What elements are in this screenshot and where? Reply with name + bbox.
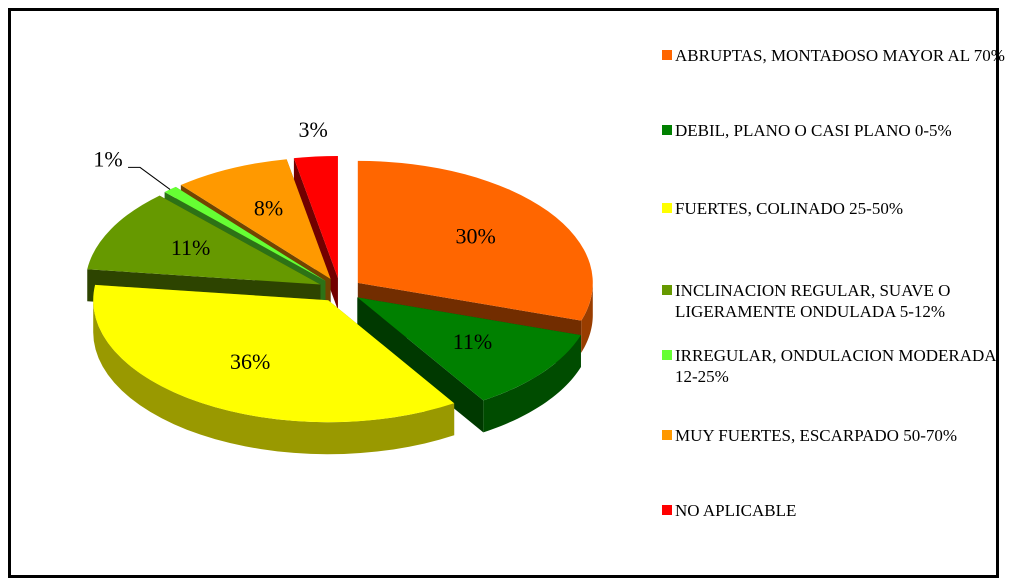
- legend-item: INCLINACION REGULAR, SUAVE O LIGERAMENTE…: [662, 280, 1005, 322]
- legend-label: INCLINACION REGULAR, SUAVE O LIGERAMENTE…: [675, 281, 951, 321]
- data-label: 1%: [93, 146, 122, 171]
- data-label: 36%: [230, 349, 270, 374]
- slice-side: [357, 297, 484, 433]
- legend-item: DEBIL, PLANO O CASI PLANO 0-5%: [662, 120, 1005, 141]
- slice-top: [293, 155, 338, 278]
- slice-wall: [581, 282, 593, 353]
- slice-top: [357, 297, 581, 401]
- legend-label: MUY FUERTES, ESCARPADO 50-70%: [675, 426, 958, 445]
- legend-item: MUY FUERTES, ESCARPADO 50-70%: [662, 425, 1005, 446]
- legend-swatch: [662, 285, 672, 295]
- legend-item: FUERTES, COLINADO 25-50%: [662, 198, 1005, 219]
- data-label: 11%: [171, 235, 211, 260]
- chart-frame: [8, 8, 999, 578]
- slice-wall: [483, 335, 581, 433]
- slice-top: [357, 160, 593, 321]
- slice: [357, 297, 581, 433]
- slice-top: [87, 195, 321, 285]
- data-label: 8%: [254, 196, 283, 221]
- slice-top: [180, 159, 331, 280]
- legend-label: NO APLICABLE: [675, 501, 797, 520]
- legend-label: IRREGULAR, ONDULACION MODERADA 12-25%: [675, 346, 996, 386]
- legend-swatch: [662, 350, 672, 360]
- data-label: 11%: [453, 329, 493, 354]
- legend-label: ABRUPTAS, MONTAĐOSO MAYOR AL 70%: [675, 46, 1005, 65]
- data-label: 30%: [456, 223, 496, 248]
- slice: [93, 284, 455, 455]
- slice-wall: [93, 300, 455, 455]
- legend-item: IRREGULAR, ONDULACION MODERADA 12-25%: [662, 345, 1005, 387]
- legend-swatch: [662, 505, 672, 515]
- legend-swatch: [662, 50, 672, 60]
- legend-swatch: [662, 203, 672, 213]
- legend-item: NO APLICABLE: [662, 500, 1005, 521]
- data-label: 3%: [298, 117, 327, 142]
- slice-top: [164, 186, 326, 281]
- leader-line: [128, 166, 171, 190]
- legend-item: ABRUPTAS, MONTAĐOSO MAYOR AL 70%: [662, 45, 1005, 66]
- legend-swatch: [662, 430, 672, 440]
- slice-top: [93, 284, 455, 423]
- legend-label: FUERTES, COLINADO 25-50%: [675, 199, 903, 218]
- legend-label: DEBIL, PLANO O CASI PLANO 0-5%: [675, 121, 952, 140]
- legend-swatch: [662, 125, 672, 135]
